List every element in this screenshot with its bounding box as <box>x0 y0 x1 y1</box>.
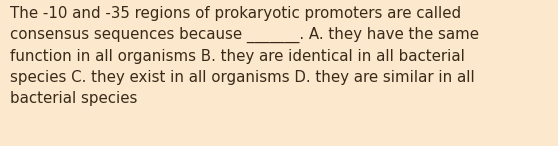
Text: The -10 and -35 regions of prokaryotic promoters are called
consensus sequences : The -10 and -35 regions of prokaryotic p… <box>10 6 479 106</box>
